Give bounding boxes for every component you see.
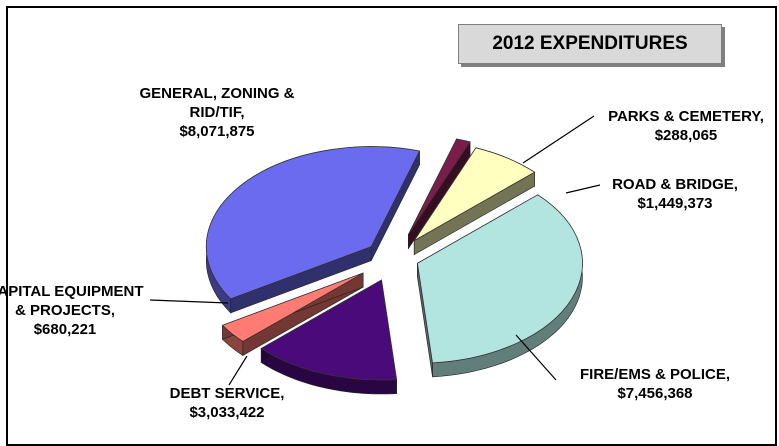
slice-label-line: RID/TIF, xyxy=(190,104,245,121)
slice-label-line: GENERAL, ZONING & xyxy=(139,85,294,102)
slice-label-line: CAPITAL EQUIPMENT xyxy=(0,283,143,300)
leader-line-4 xyxy=(149,299,229,304)
slice-label-line: $8,071,875 xyxy=(179,123,254,140)
leader-line-0 xyxy=(522,115,595,164)
pie-slice-1 xyxy=(413,147,536,241)
slice-label-3: DEBT SERVICE, $3,033,422 xyxy=(170,385,285,421)
slice-label-line: $1,449,373 xyxy=(637,195,712,212)
slice-label-line: $3,033,422 xyxy=(189,404,264,421)
slice-label-5: GENERAL, ZONING & RID/TIF, $8,071,875 xyxy=(139,85,294,140)
slice-label-line: ROAD & BRIDGE, xyxy=(612,176,738,193)
slice-label-0: PARKS & CEMETERY, $288,065 xyxy=(608,108,764,144)
pie-slice-3 xyxy=(260,279,398,381)
slice-label-4: CAPITAL EQUIPMENT & PROJECTS, $680,221 xyxy=(0,283,143,338)
slice-label-line: FIRE/EMS & POLICE, xyxy=(580,366,730,383)
pie-slice-2 xyxy=(417,194,583,364)
slice-label-line: DEBT SERVICE, xyxy=(170,385,285,402)
slice-label-line: & PROJECTS, xyxy=(15,302,115,319)
chart-title: 2012 EXPENDITURES xyxy=(458,24,722,64)
pie-slice-4 xyxy=(221,272,364,342)
leader-line-3 xyxy=(228,355,248,386)
leader-line-1 xyxy=(565,184,601,194)
slice-label-line: $680,221 xyxy=(34,321,97,338)
pie-slice-5 xyxy=(205,146,421,300)
pie-slice-0 xyxy=(407,138,471,235)
slice-label-1: ROAD & BRIDGE, $1,449,373 xyxy=(612,176,738,212)
slice-label-2: FIRE/EMS & POLICE, $7,456,368 xyxy=(580,366,730,402)
slice-label-line: $7,456,368 xyxy=(617,385,692,402)
slice-label-line: $288,065 xyxy=(655,127,718,144)
leader-line-2 xyxy=(515,334,557,381)
pie-chart: PARKS & CEMETERY, $288,065 ROAD & BRIDGE, $… xyxy=(0,85,764,421)
slice-label-line: PARKS & CEMETERY, xyxy=(608,108,764,125)
